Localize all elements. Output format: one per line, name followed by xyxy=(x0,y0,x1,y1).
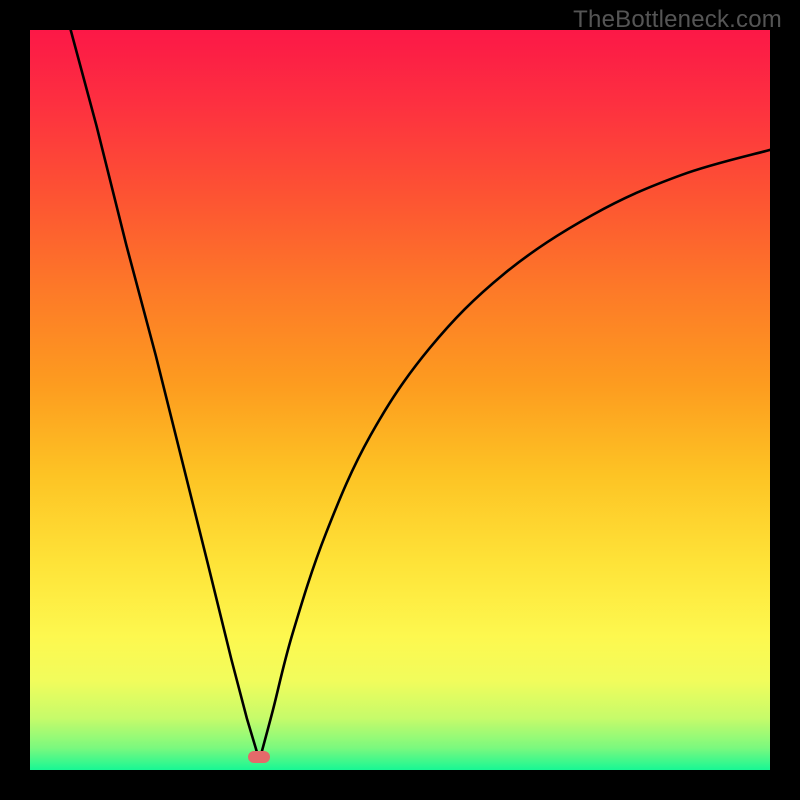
plot-area xyxy=(30,30,770,770)
curve-layer xyxy=(30,30,770,770)
bottleneck-curve xyxy=(71,30,770,760)
chart-container: TheBottleneck.com xyxy=(0,0,800,800)
minimum-marker xyxy=(248,751,270,763)
